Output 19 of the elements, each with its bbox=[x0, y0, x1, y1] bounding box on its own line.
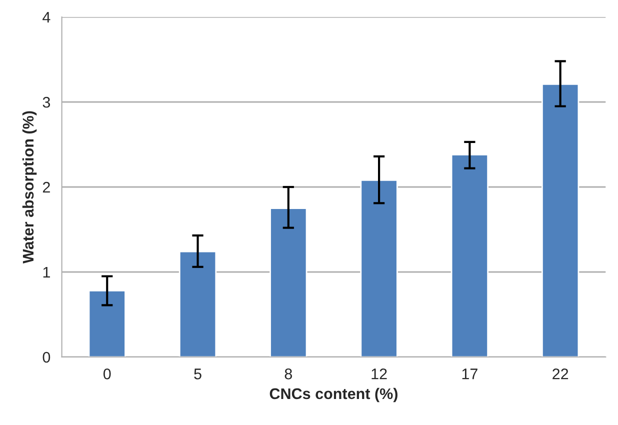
y-axis-title: Water absorption (%) bbox=[22, 111, 37, 264]
bar bbox=[360, 180, 398, 357]
y-tick-label: 0 bbox=[42, 352, 50, 363]
y-tick-label: 2 bbox=[42, 182, 50, 193]
bar bbox=[270, 208, 308, 357]
bar bbox=[88, 290, 126, 357]
y-tick-label: 3 bbox=[42, 96, 50, 108]
x-tick-label: 5 bbox=[194, 368, 202, 380]
x-tick-label: 12 bbox=[372, 368, 387, 380]
x-tick-label: 0 bbox=[103, 368, 111, 380]
bar bbox=[178, 250, 217, 357]
x-axis-title: CNCs content (%) bbox=[270, 388, 398, 402]
x-tick-label: 8 bbox=[284, 368, 292, 380]
y-tick-label: 1 bbox=[43, 267, 50, 278]
x-tick-label: 22 bbox=[552, 368, 568, 380]
x-tick-label: 17 bbox=[462, 368, 478, 380]
bar bbox=[450, 154, 489, 357]
bar bbox=[541, 83, 580, 357]
y-tick-label: 4 bbox=[42, 12, 50, 23]
